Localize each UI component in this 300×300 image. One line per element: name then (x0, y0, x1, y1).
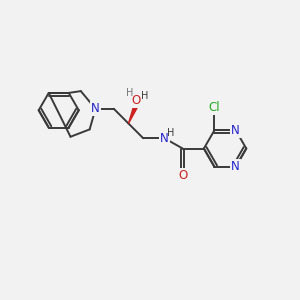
Text: N: N (160, 132, 169, 145)
Text: H: H (167, 128, 175, 138)
Text: Cl: Cl (209, 101, 220, 114)
Text: O: O (131, 94, 140, 107)
Text: O: O (178, 169, 187, 182)
Text: N: N (231, 124, 240, 137)
Text: H: H (126, 88, 133, 98)
Polygon shape (128, 105, 138, 124)
Text: H: H (141, 92, 148, 101)
Text: N: N (231, 160, 240, 173)
Text: N: N (91, 102, 100, 115)
